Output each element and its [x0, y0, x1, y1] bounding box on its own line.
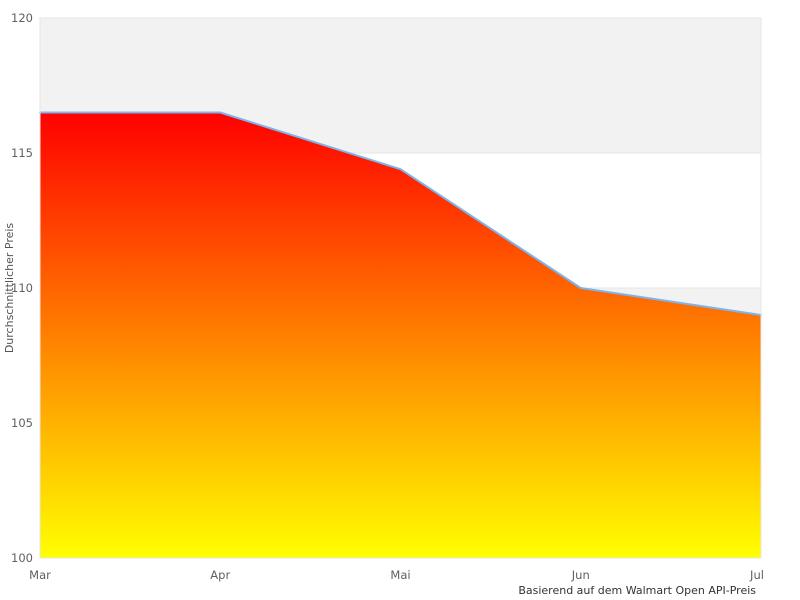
y-tick-label: 100 [11, 551, 33, 565]
y-tick-label: 115 [11, 146, 33, 160]
price-line-series [39, 111, 762, 316]
x-tick-label: Jul [750, 568, 764, 582]
y-tick-label: 120 [11, 11, 33, 25]
y-axis-title: Durchschnittlicher Preis [3, 222, 16, 354]
x-tick-label: Jun [571, 568, 590, 582]
chart-caption: Basierend auf dem Walmart Open API-Preis [518, 584, 756, 597]
plot-border [39, 17, 762, 559]
y-tick-label: 105 [11, 416, 33, 430]
x-tick-label: Apr [210, 568, 231, 582]
x-tick-label: Mar [29, 568, 51, 582]
x-tick-label: Mai [390, 568, 411, 582]
price-area-series [40, 112, 761, 558]
y-tick-label: 110 [11, 281, 33, 295]
